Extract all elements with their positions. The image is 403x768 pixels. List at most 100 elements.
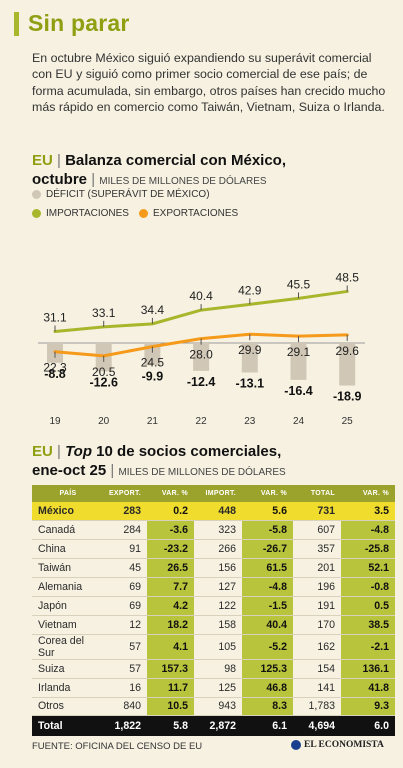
value-cell: -3.6 <box>147 520 194 541</box>
value-cell: 191 <box>293 596 341 616</box>
publisher-logo: EL ECONOMISTA <box>291 740 384 750</box>
value-cell: 4.2 <box>147 596 194 616</box>
table-row: Japón 69 4.2 122 -1.5 191 0.5 <box>32 596 395 616</box>
table-row: Taiwán 45 26.5 156 61.5 201 52.1 <box>32 558 395 579</box>
value-cell: 127 <box>194 577 242 597</box>
deficit-bar <box>193 343 210 371</box>
table-total-row: Total 1,822 5.8 2,872 6.1 4,694 6.0 <box>32 715 395 736</box>
chart2-unit: MILES DE MILLONES DE DÓLARES <box>118 467 286 478</box>
value-cell: 57 <box>104 634 147 660</box>
deficit-label: -18.9 <box>333 390 362 404</box>
deficit-bar <box>241 343 258 373</box>
country-cell: Irlanda <box>32 678 104 698</box>
value-cell: 69 <box>104 596 147 616</box>
value-cell: 158 <box>194 615 242 635</box>
legend-imports-label: IMPORTACIONES <box>46 208 129 219</box>
deficit-label: -12.4 <box>187 375 216 389</box>
exports-value-label: 29.6 <box>336 344 360 358</box>
legend-imports-swatch <box>32 209 41 218</box>
value-cell: 125.3 <box>242 659 293 679</box>
value-cell: -0.8 <box>341 577 395 597</box>
legend-exports-swatch <box>138 209 148 218</box>
value-cell: 448 <box>194 502 242 522</box>
table-row: Irlanda 16 11.7 125 46.8 141 41.8 <box>32 678 395 698</box>
value-cell: 61.5 <box>242 558 293 579</box>
th-import-var: VAR. % <box>242 485 293 502</box>
th-export: EXPORT. <box>104 485 147 502</box>
value-cell: 52.1 <box>341 558 395 579</box>
value-cell: 154 <box>293 659 341 679</box>
value-cell: 38.5 <box>341 615 395 635</box>
deficit-label: -8.8 <box>44 367 66 381</box>
value-cell: 323 <box>194 520 242 541</box>
th-total: TOTAL <box>293 485 341 502</box>
imports-value-label: 40.4 <box>189 289 213 303</box>
value-cell: 136.1 <box>341 659 395 679</box>
value-cell: 91 <box>104 539 147 560</box>
chart1-unit: MILES DE MILLONES DE DÓLARES <box>99 176 267 187</box>
table-row: Vietnam 12 18.2 158 40.4 170 38.5 <box>32 615 395 635</box>
x-tick-label: 21 <box>147 416 159 427</box>
legend-flows: IMPORTACIONES EXPORTACIONES <box>32 208 238 219</box>
th-total-var: VAR. % <box>341 485 395 502</box>
country-cell: Corea del Sur <box>32 634 104 660</box>
chart2-heading: EU | Top 10 de socios comerciales, ene-o… <box>32 443 286 479</box>
chart2-title-a: 10 de socios comerciales, <box>92 443 282 460</box>
x-tick-label: 19 <box>49 416 61 427</box>
country-cell: Alemania <box>32 577 104 597</box>
value-cell: 266 <box>194 539 242 560</box>
intro-text: En octubre México siguió expandiendo su … <box>32 51 386 115</box>
value-cell: 157.3 <box>147 659 194 679</box>
deficit-label: -9.9 <box>142 369 164 383</box>
x-tick-label: 24 <box>293 416 305 427</box>
value-cell: 18.2 <box>147 615 194 635</box>
exports-value-label: 24.5 <box>141 356 165 370</box>
imports-value-label: 48.5 <box>336 270 360 284</box>
value-cell: -2.1 <box>341 634 395 660</box>
value-cell: 141 <box>293 678 341 698</box>
deficit-label: -12.6 <box>89 375 118 389</box>
deficit-bar <box>339 343 356 386</box>
value-cell: 1,783 <box>293 697 341 717</box>
imports-value-label: 42.9 <box>238 283 262 297</box>
value-cell: 46.8 <box>242 678 293 698</box>
value-cell: 357 <box>293 539 341 560</box>
value-cell: 840 <box>104 697 147 717</box>
total-value: 6.0 <box>341 715 395 736</box>
total-value: 5.8 <box>147 715 194 736</box>
value-cell: 7.7 <box>147 577 194 597</box>
value-cell: 10.5 <box>147 697 194 717</box>
value-cell: 41.8 <box>341 678 395 698</box>
deficit-label: -13.1 <box>236 376 265 390</box>
x-tick-label: 22 <box>196 416 208 427</box>
value-cell: 731 <box>293 502 341 522</box>
table-header-row: PAÍS EXPORT. VAR. % IMPORT. VAR. % TOTAL… <box>32 485 395 502</box>
value-cell: 3.5 <box>341 502 395 522</box>
th-country: PAÍS <box>32 485 104 502</box>
value-cell: 125 <box>194 678 242 698</box>
country-cell: Canadá <box>32 520 104 541</box>
value-cell: 11.7 <box>147 678 194 698</box>
table-row: Otros 840 10.5 943 8.3 1,783 9.3 <box>32 697 395 717</box>
exports-value-label: 29.9 <box>238 343 262 357</box>
page-title: Sin parar <box>28 10 130 36</box>
title-accent-bar <box>14 11 19 36</box>
chart2-eu-label: EU <box>32 443 53 460</box>
chart1-heading: EU | Balanza comercial con México, octub… <box>32 152 286 188</box>
exports-value-label: 22.3 <box>43 361 67 375</box>
value-cell: -4.8 <box>341 520 395 541</box>
country-cell: Taiwán <box>32 558 104 579</box>
exports-value-label: 28.0 <box>189 348 213 362</box>
country-cell: China <box>32 539 104 560</box>
total-value: 2,872 <box>194 715 242 736</box>
chart1-title-a: Balanza comercial con México, <box>65 152 286 169</box>
value-cell: -5.2 <box>242 634 293 660</box>
value-cell: 162 <box>293 634 341 660</box>
source-note: FUENTE: OFICINA DEL CENSO DE EU <box>32 741 203 752</box>
title-row: Sin parar <box>14 10 130 37</box>
imports-value-label: 45.5 <box>287 277 311 291</box>
value-cell: 105 <box>194 634 242 660</box>
value-cell: 9.3 <box>341 697 395 717</box>
value-cell: -5.8 <box>242 520 293 541</box>
